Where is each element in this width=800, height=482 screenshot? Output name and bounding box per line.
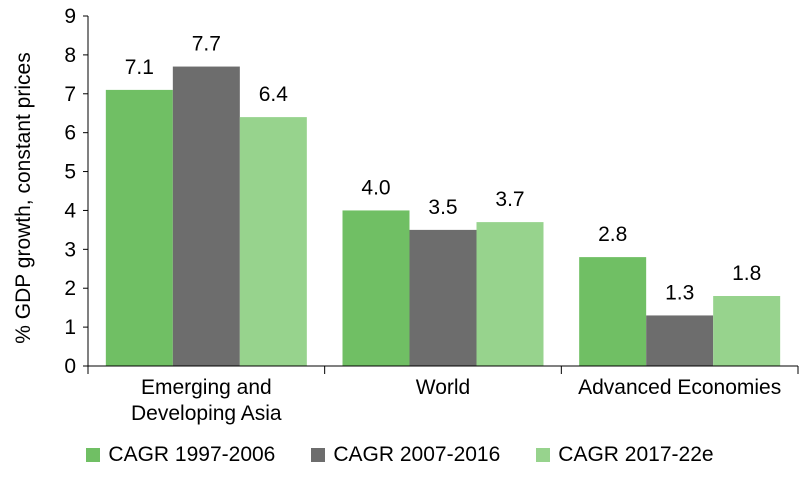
x-tick-label: World (416, 376, 470, 399)
y-tick-label: 4 (64, 199, 76, 222)
bar (579, 257, 647, 366)
data-label: 7.7 (192, 33, 221, 56)
legend-item: CAGR 2017-22e (536, 443, 714, 467)
legend: CAGR 1997-2006 CAGR 2007-2016 CAGR 2017-22… (0, 438, 800, 472)
y-tick-label: 5 (64, 161, 76, 184)
legend-swatch (86, 448, 101, 462)
x-axis: Emerging and Developing Asia World Advanced… (87, 365, 799, 425)
bar (713, 296, 781, 366)
data-label: 3.7 (495, 188, 524, 211)
y-tick-label: 2 (64, 277, 76, 300)
data-label: 1.3 (665, 281, 694, 304)
y-axis-label: % GDP growth, constant prices (12, 52, 35, 343)
data-label: 6.4 (259, 83, 289, 106)
bars: 7.1 7.7 6.4 4.0 3.5 3.7 2.8 1.3 1.8 (105, 33, 781, 367)
x-tick-label: Emerging and (141, 376, 272, 399)
y-tick-label: 3 (64, 238, 76, 261)
legend-swatch (536, 448, 551, 462)
bar (172, 66, 240, 367)
y-tick-label: 6 (64, 122, 76, 145)
y-tick-label: 1 (64, 316, 76, 339)
legend-item: CAGR 2007-2016 (311, 443, 500, 467)
y-axis: 0 1 2 3 4 5 6 7 8 9 (64, 5, 89, 378)
bar (646, 315, 714, 366)
x-tick-label: Advanced Economies (578, 376, 781, 399)
bar (105, 89, 173, 366)
data-label: 1.8 (732, 262, 761, 285)
legend-label: CAGR 2017-22e (558, 443, 714, 466)
data-label: 7.1 (125, 56, 154, 79)
bar (239, 117, 307, 366)
data-label: 4.0 (361, 176, 390, 199)
legend-swatch (311, 448, 326, 462)
bar (476, 222, 544, 366)
legend-label: CAGR 2007-2016 (333, 443, 501, 466)
y-tick-label: 0 (64, 355, 76, 378)
data-label: 2.8 (598, 223, 627, 246)
y-tick-label: 7 (64, 83, 76, 106)
bar (409, 229, 477, 366)
bar (342, 210, 410, 366)
x-tick-label: Developing Asia (131, 402, 282, 425)
bar-chart: 0 1 2 3 4 5 6 7 8 9 7.1 7.7 6.4 4.0 3.5 3.7 2.8 1.3 1.8 E… (12, 5, 799, 425)
data-label: 3.5 (428, 196, 457, 219)
y-tick-label: 8 (64, 44, 76, 67)
legend-label: CAGR 1997-2006 (108, 443, 276, 466)
legend-item: CAGR 1997-2006 (86, 443, 275, 467)
y-tick-label: 9 (64, 5, 76, 28)
